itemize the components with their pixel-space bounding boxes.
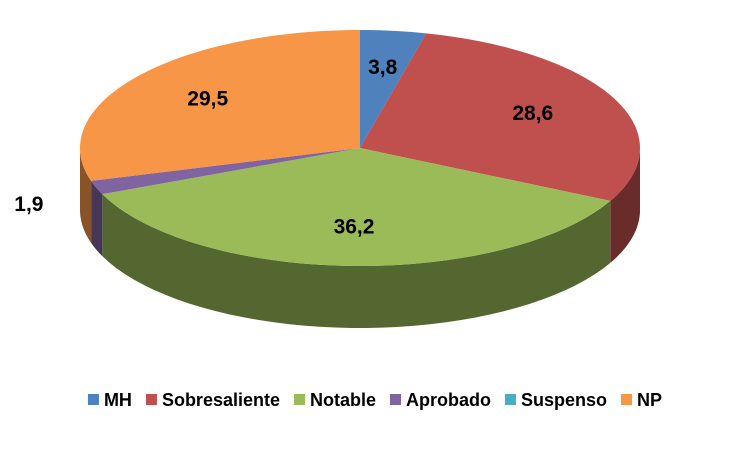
slice [360, 33, 640, 201]
slice [91, 148, 360, 195]
legend-swatch [293, 394, 305, 405]
data-label: 1,9 [14, 193, 43, 216]
slice-side [610, 148, 640, 263]
legend-label: Notable [310, 390, 376, 410]
slice [80, 30, 360, 181]
legend-label: Sobresaliente [162, 390, 280, 410]
legend-swatch [621, 394, 633, 405]
data-label: 29,5 [187, 87, 228, 110]
legend-label: Aprobado [406, 390, 491, 410]
slice [360, 30, 427, 148]
slice-side [91, 180, 103, 257]
legend-swatch [145, 394, 157, 405]
slice-side [102, 194, 611, 328]
legend-label: Suspenso [521, 390, 607, 410]
data-label: 28,6 [512, 102, 553, 125]
legend-label: NP [637, 390, 662, 410]
legend-swatch [87, 394, 99, 405]
legend-swatch [390, 394, 402, 405]
slice-side [80, 148, 92, 243]
legend-swatch [505, 394, 517, 405]
legend-label: MH [104, 390, 132, 410]
slice [102, 148, 611, 266]
data-label: 36,2 [334, 216, 375, 239]
data-label: 3,8 [368, 56, 398, 79]
